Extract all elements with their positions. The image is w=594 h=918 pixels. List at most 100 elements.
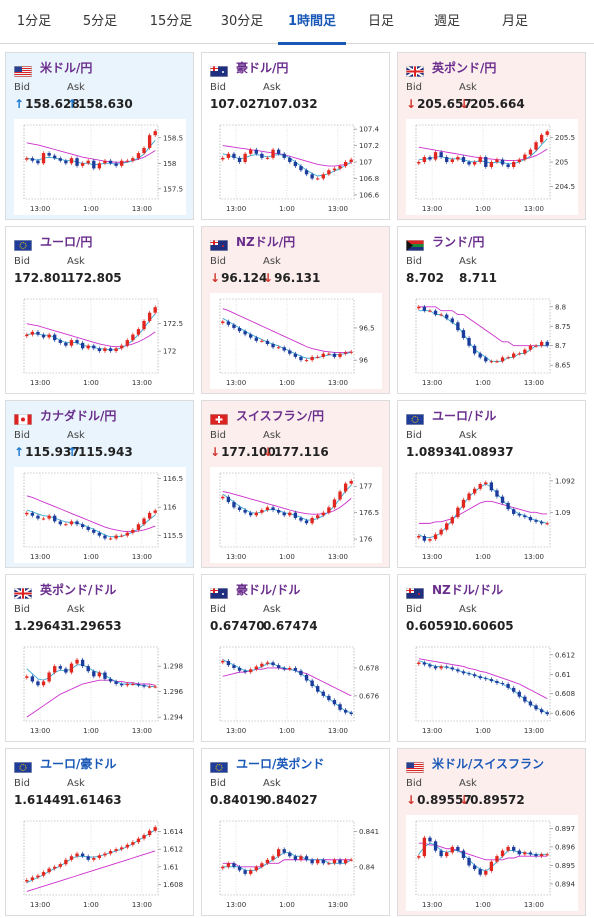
pair-name[interactable]: 米ドル/円 bbox=[40, 60, 93, 75]
y-tick-label: 0.676 bbox=[359, 692, 380, 700]
price-chart[interactable]: 13:00 1:00 13:00 0.897 0.896 0.895 0.894 bbox=[406, 815, 578, 911]
ask-label: Ask bbox=[67, 256, 85, 267]
bear-candle bbox=[534, 705, 538, 710]
price-chart[interactable]: 13:00 1:00 13:00 1.092 1.09 bbox=[406, 467, 578, 563]
bear-candle bbox=[467, 858, 471, 866]
tab-3[interactable]: 15分足 bbox=[146, 0, 196, 44]
rate-card-3[interactable]: 英ポンド/円 Bid Ask ↓205.657 ↓205.664 13:00 1:… bbox=[397, 52, 586, 220]
rate-card-11[interactable]: 豪ドル/ドル Bid Ask 0.67470 0.67474 13:00 1:00… bbox=[201, 574, 390, 742]
tab-7[interactable]: 週足 bbox=[420, 0, 474, 44]
rate-card-4[interactable]: ユーロ/円 Bid Ask 172.801 172.805 13:00 1:00 1… bbox=[5, 226, 194, 394]
price-chart[interactable]: 13:00 1:00 13:00 172.5 172 bbox=[14, 293, 186, 389]
pair-name[interactable]: NZドル/ドル bbox=[432, 582, 504, 597]
bear-candle bbox=[232, 863, 236, 867]
bull-candle bbox=[472, 488, 477, 494]
x-tick-label: 13:00 bbox=[226, 553, 246, 561]
bear-candle bbox=[80, 342, 85, 349]
price-chart[interactable]: 13:00 1:00 13:00 107.4 107.2 107 106.8 106.6 bbox=[210, 119, 382, 215]
x-tick-label: 13:00 bbox=[524, 379, 544, 387]
bid-price: 1.29643 bbox=[14, 619, 69, 633]
bull-candle bbox=[221, 660, 225, 663]
slow-ma-line bbox=[418, 500, 548, 524]
bear-candle bbox=[299, 517, 303, 521]
down-arrow-icon: ↓ bbox=[210, 271, 221, 285]
bull-candle bbox=[254, 666, 258, 670]
ask-label: Ask bbox=[263, 778, 281, 789]
rate-card-7[interactable]: カナダドル/円 Bid Ask ↑115.937 ↑115.943 13:00 1… bbox=[5, 400, 194, 568]
pair-name[interactable]: 米ドル/スイスフラン bbox=[432, 756, 545, 771]
pair-name[interactable]: 英ポンド/ドル bbox=[40, 582, 117, 597]
ask-price: 0.84027 bbox=[263, 793, 318, 807]
rate-card-10[interactable]: 英ポンド/ドル Bid Ask 1.29643 1.29653 13:00 1:0… bbox=[5, 574, 194, 742]
down-arrow-icon: ↓ bbox=[406, 97, 417, 111]
rate-card-12[interactable]: NZドル/ドル Bid Ask 0.60591 0.60605 13:00 1:0… bbox=[397, 574, 586, 742]
y-tick-label: 1.61 bbox=[163, 863, 179, 871]
bear-candle bbox=[428, 157, 432, 160]
bull-candle bbox=[276, 347, 281, 349]
price-chart[interactable]: 13:00 1:00 13:00 8.8 8.75 8.7 8.65 bbox=[406, 293, 578, 389]
bull-candle bbox=[512, 162, 516, 167]
pair-name[interactable]: ユーロ/ドル bbox=[432, 408, 497, 423]
price-chart[interactable]: 13:00 1:00 13:00 0.678 0.676 bbox=[210, 641, 382, 737]
bear-candle bbox=[332, 700, 337, 705]
x-tick-label: 13:00 bbox=[132, 553, 152, 561]
pair-name[interactable]: 英ポンド/円 bbox=[432, 60, 497, 75]
tab-6[interactable]: 日足 bbox=[360, 0, 402, 44]
ask-label: Ask bbox=[459, 82, 477, 93]
y-tick-label: 106.8 bbox=[359, 175, 379, 183]
rate-card-9[interactable]: ユーロ/ドル Bid Ask 1.08934 1.08937 13:00 1:00… bbox=[397, 400, 586, 568]
ask-label: Ask bbox=[263, 604, 281, 615]
tab-2[interactable]: 5分足 bbox=[80, 0, 120, 44]
ask-value: 0.67474 bbox=[263, 619, 318, 633]
bear-candle bbox=[114, 163, 118, 166]
pair-name[interactable]: ユーロ/英ポンド bbox=[236, 756, 325, 771]
rate-card-15[interactable]: 米ドル/スイスフラン Bid Ask ↓0.89557 ↓0.89572 13:… bbox=[397, 748, 586, 916]
rate-card-14[interactable]: ユーロ/英ポンド Bid Ask 0.84019 0.84027 13:00 1:… bbox=[201, 748, 390, 916]
pair-name[interactable]: ユーロ/豪ドル bbox=[40, 756, 117, 771]
pair-name[interactable]: スイスフラン/円 bbox=[236, 408, 325, 423]
rate-card-6[interactable]: ランド/円 Bid Ask 8.702 8.711 13:00 1:00 13:00… bbox=[397, 226, 586, 394]
tab-1[interactable]: 1分足 bbox=[14, 0, 54, 44]
pair-name[interactable]: カナダドル/円 bbox=[40, 408, 117, 423]
tab-8[interactable]: 月足 bbox=[486, 0, 544, 44]
rate-card-1[interactable]: 米ドル/円 Bid Ask ↑158.628 ↑158.630 13:00 1:0… bbox=[5, 52, 194, 220]
price-chart[interactable]: 13:00 1:00 13:00 0.841 0.84 bbox=[210, 815, 382, 911]
rate-card-5[interactable]: NZドル/円 Bid Ask ↓96.124 ↓96.131 13:00 1:00… bbox=[201, 226, 390, 394]
bear-candle bbox=[108, 678, 113, 682]
bull-candle bbox=[265, 662, 270, 664]
bear-candle bbox=[517, 513, 521, 516]
bull-candle bbox=[103, 853, 107, 856]
bear-candle bbox=[528, 701, 533, 706]
price-chart[interactable]: 13:00 1:00 13:00 96.5 96 bbox=[210, 293, 382, 389]
price-chart[interactable]: 13:00 1:00 13:00 1.614 1.612 1.61 1.608 bbox=[14, 815, 186, 911]
rate-card-2[interactable]: 豪ドル/円 Bid Ask 107.027 107.032 13:00 1:00 1… bbox=[201, 52, 390, 220]
pair-name[interactable]: 豪ドル/円 bbox=[236, 60, 289, 75]
pair-name[interactable]: ユーロ/円 bbox=[40, 234, 93, 249]
price-chart[interactable]: 13:00 1:00 13:00 158.5 158 157.5 bbox=[14, 119, 186, 215]
price-chart[interactable]: 13:00 1:00 13:00 1.298 1.296 1.294 bbox=[14, 641, 186, 737]
bull-candle bbox=[25, 880, 29, 882]
price-chart[interactable]: 13:00 1:00 13:00 205.5 205 204.5 bbox=[406, 119, 578, 215]
tab-4[interactable]: 30分足 bbox=[216, 0, 268, 44]
bid-price: ↓205.657 bbox=[406, 97, 472, 111]
price-chart[interactable]: 13:00 1:00 13:00 0.612 0.61 0.608 0.606 bbox=[406, 641, 578, 737]
tab-5[interactable]: 1時間足 bbox=[278, 0, 346, 45]
price-chart[interactable]: 13:00 1:00 13:00 116.5 116 115.5 bbox=[14, 467, 186, 563]
slow-ma-line bbox=[418, 658, 548, 700]
rate-card-8[interactable]: スイスフラン/円 Bid Ask ↓177.100 ↓177.116 13:00… bbox=[201, 400, 390, 568]
bull-candle bbox=[327, 170, 331, 175]
bull-candle bbox=[131, 334, 135, 341]
pair-name[interactable]: NZドル/円 bbox=[236, 234, 296, 249]
pair-name[interactable]: ランド/円 bbox=[432, 234, 485, 249]
pair-name[interactable]: 豪ドル/ドル bbox=[236, 582, 301, 597]
bear-candle bbox=[58, 666, 62, 669]
card-header: NZドル/円 bbox=[210, 233, 296, 251]
bull-candle bbox=[271, 149, 275, 158]
bull-candle bbox=[254, 866, 258, 871]
bear-candle bbox=[539, 521, 544, 524]
x-tick-label: 13:00 bbox=[30, 727, 50, 735]
bear-candle bbox=[316, 686, 320, 692]
price-chart[interactable]: 13:00 1:00 13:00 177 176.5 176 bbox=[210, 467, 382, 563]
rate-card-13[interactable]: ユーロ/豪ドル Bid Ask 1.61449 1.61463 13:00 1:0… bbox=[5, 748, 194, 916]
bear-candle bbox=[243, 510, 247, 513]
